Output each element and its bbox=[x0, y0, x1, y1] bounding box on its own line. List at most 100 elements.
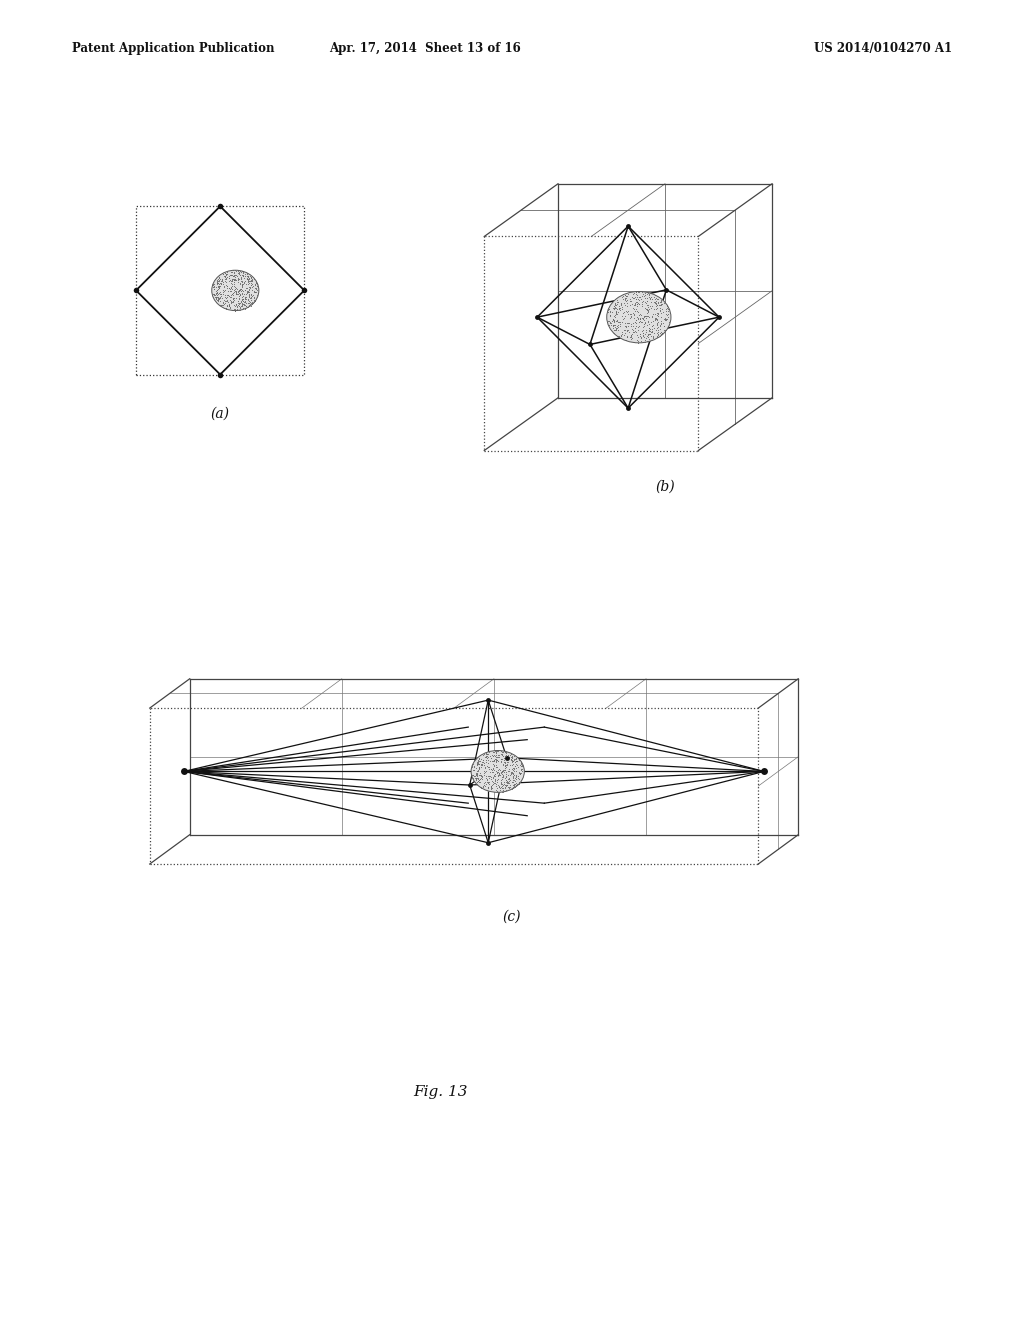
Point bbox=[226, 276, 243, 297]
Point bbox=[494, 774, 510, 795]
Point bbox=[237, 264, 253, 285]
Point bbox=[471, 754, 487, 775]
Point bbox=[650, 302, 667, 323]
Point bbox=[497, 752, 513, 774]
Point bbox=[641, 285, 657, 306]
Point bbox=[231, 263, 248, 284]
Point bbox=[505, 767, 521, 788]
Point bbox=[506, 764, 522, 785]
Point bbox=[241, 271, 257, 292]
Point bbox=[502, 774, 518, 795]
Point bbox=[238, 286, 254, 308]
Point bbox=[497, 758, 513, 779]
Point bbox=[625, 319, 641, 341]
Point bbox=[658, 305, 675, 326]
Point bbox=[624, 306, 640, 327]
Point bbox=[488, 756, 505, 777]
Point bbox=[630, 326, 646, 347]
Point bbox=[499, 754, 515, 775]
Point bbox=[489, 750, 506, 771]
Point bbox=[210, 276, 226, 297]
Point bbox=[211, 271, 227, 292]
Point bbox=[631, 289, 647, 310]
Point bbox=[503, 762, 519, 783]
Point bbox=[236, 293, 252, 314]
Point bbox=[469, 763, 485, 784]
Point bbox=[607, 301, 624, 322]
Point bbox=[637, 306, 653, 327]
Point bbox=[233, 265, 250, 286]
Point bbox=[466, 766, 482, 787]
Point bbox=[649, 326, 666, 347]
Point bbox=[629, 293, 645, 314]
Point bbox=[487, 774, 504, 795]
Point bbox=[604, 308, 621, 329]
Point bbox=[600, 314, 616, 335]
Point bbox=[482, 766, 499, 787]
Point bbox=[210, 277, 226, 298]
Point bbox=[473, 754, 489, 775]
Point bbox=[658, 294, 675, 315]
Point bbox=[501, 772, 517, 793]
Point bbox=[611, 312, 628, 333]
Point bbox=[488, 762, 505, 783]
Point bbox=[238, 277, 254, 298]
Point bbox=[228, 284, 245, 305]
Point bbox=[627, 294, 643, 315]
Point bbox=[605, 309, 622, 330]
Point bbox=[608, 315, 625, 337]
Point bbox=[625, 302, 641, 323]
Point bbox=[247, 275, 263, 296]
Point bbox=[630, 308, 646, 329]
Point bbox=[618, 292, 635, 313]
Point bbox=[229, 281, 246, 302]
Text: (a): (a) bbox=[211, 407, 229, 421]
Point bbox=[470, 756, 486, 777]
Point bbox=[223, 271, 240, 292]
Point bbox=[469, 754, 485, 775]
Point bbox=[615, 302, 632, 323]
Point bbox=[476, 764, 493, 785]
Point bbox=[224, 275, 241, 296]
Point bbox=[628, 282, 644, 304]
Point bbox=[214, 294, 230, 315]
Point bbox=[508, 747, 524, 768]
Point bbox=[505, 776, 521, 797]
Point bbox=[244, 277, 260, 298]
Point bbox=[609, 319, 626, 341]
Point bbox=[614, 323, 631, 345]
Point bbox=[218, 263, 234, 284]
Point bbox=[237, 289, 253, 310]
Point bbox=[637, 331, 653, 352]
Point bbox=[248, 271, 264, 292]
Point bbox=[206, 279, 222, 300]
Point bbox=[617, 294, 634, 315]
Point bbox=[627, 286, 643, 308]
Point bbox=[213, 294, 229, 315]
Point bbox=[224, 268, 241, 289]
Point bbox=[217, 265, 233, 286]
Point bbox=[470, 752, 486, 774]
Point bbox=[475, 744, 492, 766]
Point bbox=[497, 746, 513, 767]
Point bbox=[242, 293, 258, 314]
Point bbox=[237, 280, 253, 301]
Point bbox=[630, 293, 646, 314]
Point bbox=[484, 775, 501, 796]
Point bbox=[236, 289, 252, 310]
Point bbox=[614, 312, 631, 333]
Point bbox=[641, 318, 657, 339]
Point bbox=[610, 314, 627, 335]
Point bbox=[644, 306, 660, 327]
Point bbox=[485, 759, 502, 780]
Point bbox=[224, 268, 241, 289]
Point bbox=[642, 288, 658, 309]
Point bbox=[493, 750, 509, 771]
Point bbox=[206, 279, 222, 300]
Point bbox=[223, 286, 240, 308]
Point bbox=[632, 304, 648, 325]
Point bbox=[228, 293, 245, 314]
Point bbox=[216, 294, 232, 315]
Point bbox=[613, 296, 630, 317]
Point bbox=[511, 763, 527, 784]
